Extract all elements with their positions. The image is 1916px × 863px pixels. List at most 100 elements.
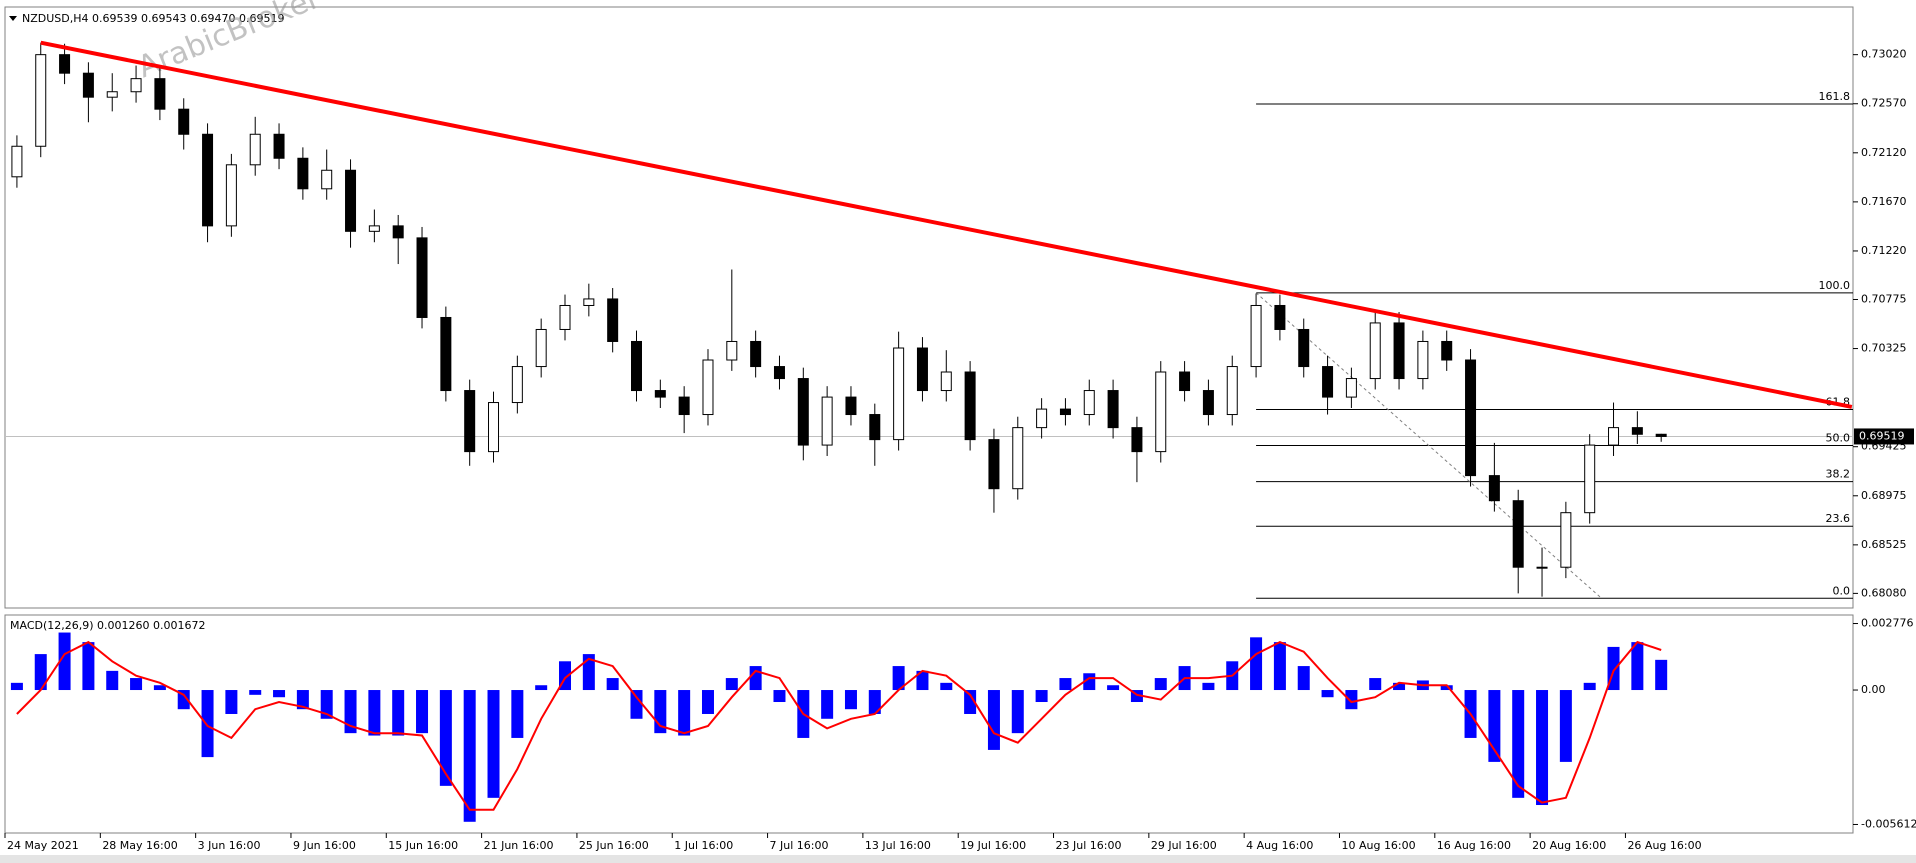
- candle-body: [1512, 500, 1524, 568]
- x-tick-label: 28 May 16:00: [102, 839, 177, 852]
- menu-arrow[interactable]: [9, 16, 17, 21]
- candle-body: [440, 316, 452, 392]
- macd-bar: [582, 654, 595, 691]
- macd-bar: [1035, 690, 1048, 703]
- macd-bar: [58, 632, 71, 691]
- candle-body: [392, 225, 404, 239]
- macd-bar: [1202, 682, 1215, 691]
- macd-bar: [153, 685, 166, 691]
- candle-body: [368, 225, 380, 232]
- x-tick-label: 1 Jul 16:00: [674, 839, 733, 852]
- x-tick-label: 16 Aug 16:00: [1437, 839, 1511, 852]
- fib-label: 38.2: [1826, 468, 1851, 481]
- candle-body: [345, 169, 357, 232]
- candle-body: [106, 91, 118, 98]
- macd-bar: [10, 682, 23, 691]
- macd-bar: [344, 690, 357, 734]
- candle-body: [1179, 371, 1191, 392]
- x-tick-label: 7 Jul 16:00: [770, 839, 829, 852]
- macd-bar: [249, 690, 262, 695]
- candle-body: [1369, 322, 1381, 380]
- tab-strip[interactable]: [0, 855, 1916, 863]
- macd-bar: [106, 670, 119, 691]
- fib-label: 100.0: [1819, 279, 1851, 292]
- candle-body: [1036, 408, 1048, 429]
- macd-bar: [725, 678, 738, 691]
- x-tick-label: 4 Aug 16:00: [1246, 839, 1313, 852]
- macd-bar: [273, 690, 286, 698]
- fib-label: 23.6: [1826, 512, 1851, 525]
- x-tick-label: 10 Aug 16:00: [1341, 839, 1415, 852]
- macd-bar: [34, 654, 47, 691]
- candle-body: [35, 54, 47, 147]
- candle-body: [249, 133, 261, 166]
- macd-bar: [1393, 682, 1406, 691]
- macd-bar: [1107, 685, 1120, 691]
- macd-bar: [1154, 678, 1167, 691]
- macd-bar: [844, 690, 857, 710]
- macd-bar: [1321, 690, 1334, 698]
- candle-body: [1202, 390, 1214, 416]
- candle-body: [940, 371, 952, 392]
- fib-label: 161.8: [1819, 90, 1851, 103]
- macd-bar: [296, 690, 309, 710]
- macd-bar: [416, 690, 429, 734]
- macd-bar: [1583, 682, 1596, 691]
- x-tick-label: 21 Jun 16:00: [484, 839, 554, 852]
- macd-bar: [439, 690, 452, 786]
- candle-body: [964, 371, 976, 441]
- candle-body: [1536, 566, 1548, 569]
- macd-bar: [201, 690, 214, 758]
- candle-body: [1083, 390, 1095, 416]
- candle-body: [797, 378, 809, 446]
- candle-body: [916, 347, 928, 392]
- candle-body: [1584, 444, 1596, 514]
- candle-body: [1608, 427, 1620, 446]
- y-tick-label: 0.70775: [1861, 292, 1907, 305]
- candle-body: [273, 133, 285, 159]
- macd-bar: [130, 678, 143, 691]
- candle-body: [1131, 427, 1143, 453]
- macd-bar: [1250, 637, 1263, 691]
- fib-label: 50.0: [1826, 432, 1851, 445]
- candle-body: [11, 145, 23, 178]
- x-tick-label: 15 Jun 16:00: [388, 839, 458, 852]
- y-tick-label: 0.68975: [1861, 489, 1907, 502]
- macd-bar: [177, 690, 190, 710]
- macd-bar: [535, 685, 548, 691]
- candle-body: [1488, 475, 1500, 502]
- candle-body: [1298, 328, 1310, 368]
- candle-body: [59, 54, 71, 74]
- candle-body: [869, 414, 881, 441]
- candle-body: [1274, 304, 1286, 330]
- macd-bar: [630, 690, 643, 719]
- x-tick-label: 25 Jun 16:00: [579, 839, 649, 852]
- macd-bar: [940, 682, 953, 691]
- macd-bar: [749, 666, 762, 691]
- trendline: [40, 40, 1853, 409]
- price-label-box: [1854, 428, 1914, 445]
- candle-body: [654, 390, 666, 398]
- candle-body: [1226, 366, 1238, 416]
- macd-bar: [1559, 690, 1572, 762]
- y-tick-label: 0.71220: [1861, 244, 1907, 257]
- y-tick-label: 0.68080: [1861, 586, 1907, 599]
- macd-bar: [1345, 690, 1358, 710]
- candle-body: [726, 340, 738, 361]
- x-tick-label: 3 Jun 16:00: [198, 839, 261, 852]
- fib-base: [1255, 292, 1602, 599]
- macd-bar: [1655, 659, 1668, 691]
- candle-body: [1107, 390, 1119, 429]
- candle-body: [607, 298, 619, 342]
- macd-bar: [225, 690, 238, 714]
- candle-body: [821, 396, 833, 446]
- candle-body: [845, 396, 857, 416]
- candle-body: [416, 237, 428, 318]
- macd-bar: [1369, 678, 1382, 691]
- candle-body: [1560, 512, 1572, 568]
- candle-body: [1250, 304, 1262, 368]
- candle-body: [1465, 359, 1477, 477]
- candle-body: [535, 328, 547, 368]
- x-tick-label: 26 Aug 16:00: [1627, 839, 1701, 852]
